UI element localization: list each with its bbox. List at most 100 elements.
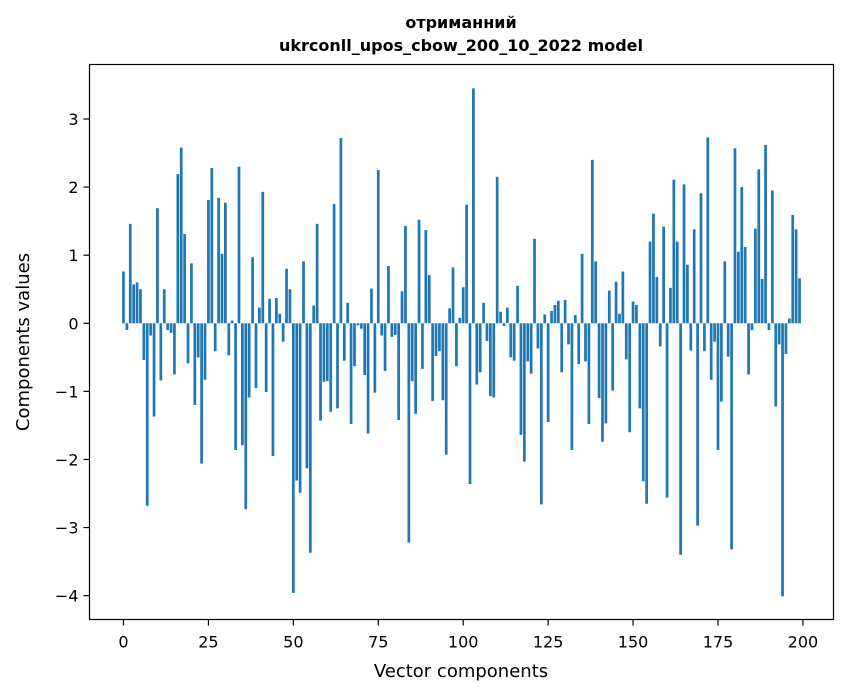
bar-102: [468, 323, 472, 484]
bar-189: [764, 144, 767, 324]
bar-13: [166, 323, 169, 331]
bar-65: [342, 323, 346, 361]
bar-22: [196, 323, 200, 358]
bar-101: [465, 204, 468, 324]
bar-153: [641, 323, 645, 482]
bar-17: [179, 147, 183, 324]
bar-14: [169, 323, 173, 333]
bar-55: [308, 323, 312, 553]
bar-76: [380, 323, 384, 336]
bar-173: [709, 323, 713, 380]
bar-75: [376, 170, 380, 324]
bar-148: [624, 323, 628, 360]
bar-15: [173, 323, 176, 375]
y-tick-label: −1: [55, 382, 79, 401]
bar-29: [220, 253, 224, 324]
bar-21: [193, 323, 197, 405]
bar-132: [570, 323, 574, 450]
bar-100: [461, 287, 465, 324]
bar-1: [125, 323, 129, 331]
bar-16: [176, 174, 180, 324]
bar-160: [665, 323, 669, 498]
bar-38: [251, 257, 254, 324]
bar-68: [353, 323, 356, 367]
bar-9: [152, 323, 156, 417]
bar-99: [458, 317, 462, 324]
bar-54: [305, 323, 309, 469]
bar-3: [132, 284, 136, 324]
bar-41: [261, 191, 265, 324]
bar-74: [373, 323, 377, 393]
bar-8: [149, 323, 153, 336]
bar-121: [533, 238, 536, 324]
bar-157: [655, 276, 659, 324]
bar-105: [478, 323, 482, 373]
bar-193: [777, 323, 781, 345]
bar-114: [509, 323, 513, 358]
bar-147: [621, 271, 625, 324]
bar-19: [186, 323, 190, 364]
bar-70: [359, 323, 363, 329]
bar-26: [210, 168, 214, 324]
bar-4: [135, 282, 139, 324]
bar-140: [597, 323, 601, 399]
bar-42: [264, 323, 268, 393]
bar-85: [410, 323, 414, 382]
y-tick-label: −2: [55, 450, 79, 469]
bar-90: [427, 274, 431, 324]
bar-144: [611, 323, 615, 391]
bar-40: [258, 307, 261, 324]
bar-118: [522, 323, 526, 462]
bar-51: [295, 323, 299, 481]
bar-50: [291, 323, 295, 593]
bar-196: [787, 318, 791, 324]
bar-163: [675, 241, 679, 324]
bar-177: [723, 261, 727, 324]
bar-81: [397, 323, 401, 420]
bar-197: [791, 215, 795, 324]
bar-36: [244, 323, 248, 510]
bar-159: [662, 226, 665, 324]
bar-47: [281, 323, 285, 342]
bar-191: [770, 190, 774, 324]
bar-122: [536, 323, 540, 349]
x-tick-label: 25: [198, 633, 218, 652]
bar-88: [421, 323, 424, 369]
bar-133: [573, 315, 577, 324]
y-tick-label: 2: [68, 178, 78, 197]
bar-136: [584, 323, 587, 362]
bar-73: [370, 288, 373, 324]
bar-131: [567, 323, 570, 345]
bar-59: [322, 323, 326, 382]
bar-145: [614, 281, 618, 324]
bar-155: [648, 241, 652, 324]
x-tick-label: 100: [448, 633, 479, 652]
y-tick-label: −3: [55, 519, 79, 538]
bar-106: [482, 302, 485, 324]
bar-23: [200, 323, 203, 464]
bar-18: [183, 234, 186, 324]
bar-45: [274, 298, 278, 324]
y-tick-label: 3: [68, 110, 78, 129]
bar-150: [631, 301, 635, 324]
x-tick-label: 0: [118, 633, 128, 652]
bar-119: [526, 323, 530, 362]
bar-198: [794, 229, 798, 324]
bar-79: [390, 323, 394, 337]
bar-80: [393, 323, 397, 335]
bar-139: [594, 261, 598, 324]
bar-82: [400, 291, 404, 324]
x-tick-label: 50: [283, 633, 303, 652]
bar-5: [139, 289, 142, 324]
bar-167: [689, 323, 693, 351]
bar-113: [506, 307, 509, 324]
bar-151: [635, 304, 638, 324]
bar-78: [387, 266, 390, 324]
bar-27: [213, 323, 217, 352]
bar-60: [325, 323, 329, 382]
bar-66: [346, 302, 350, 324]
bar-48: [285, 268, 288, 324]
bar-126: [550, 311, 553, 324]
bar-154: [645, 323, 649, 504]
